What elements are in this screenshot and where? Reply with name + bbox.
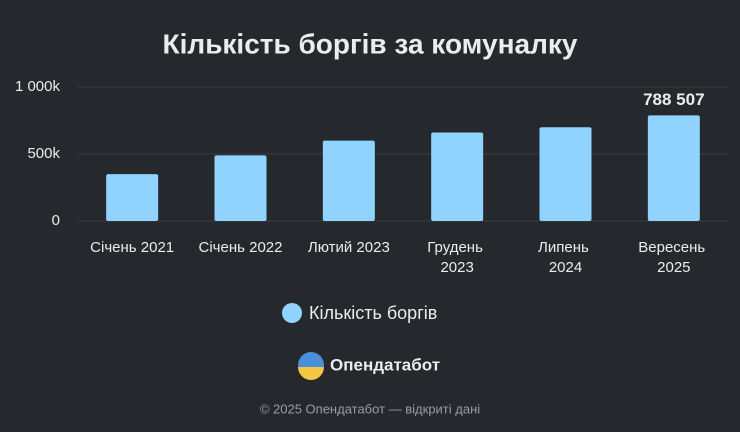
copyright: © 2025 Опендатабот — відкриті дані bbox=[260, 401, 480, 416]
bar bbox=[214, 155, 267, 221]
x-tick-label: Січень 2021 bbox=[90, 239, 174, 256]
bar bbox=[647, 115, 700, 221]
x-tick-label: Лютий 2023 bbox=[308, 239, 390, 256]
y-tick-label: 500k bbox=[27, 145, 60, 162]
data-label: 788 507 bbox=[643, 90, 704, 109]
bar bbox=[106, 174, 159, 221]
brand-logo bbox=[298, 352, 324, 380]
legend-label: Кількість боргів bbox=[309, 303, 437, 323]
chart-title: Кількість боргів за комуналку bbox=[163, 28, 578, 59]
bar bbox=[539, 127, 592, 221]
x-tick-label: Вересень 2025 bbox=[638, 239, 709, 276]
legend-marker bbox=[282, 303, 302, 323]
bar bbox=[431, 132, 484, 221]
x-tick-label: Липень 2024 bbox=[538, 239, 593, 276]
bar bbox=[322, 140, 375, 221]
y-tick-label: 1 000k bbox=[15, 78, 61, 95]
brand-name: Опендатабот bbox=[330, 355, 440, 374]
x-tick-label: Січень 2022 bbox=[199, 239, 283, 256]
y-tick-label: 0 bbox=[52, 212, 60, 229]
x-tick-label: Грудень 2023 bbox=[427, 239, 487, 276]
